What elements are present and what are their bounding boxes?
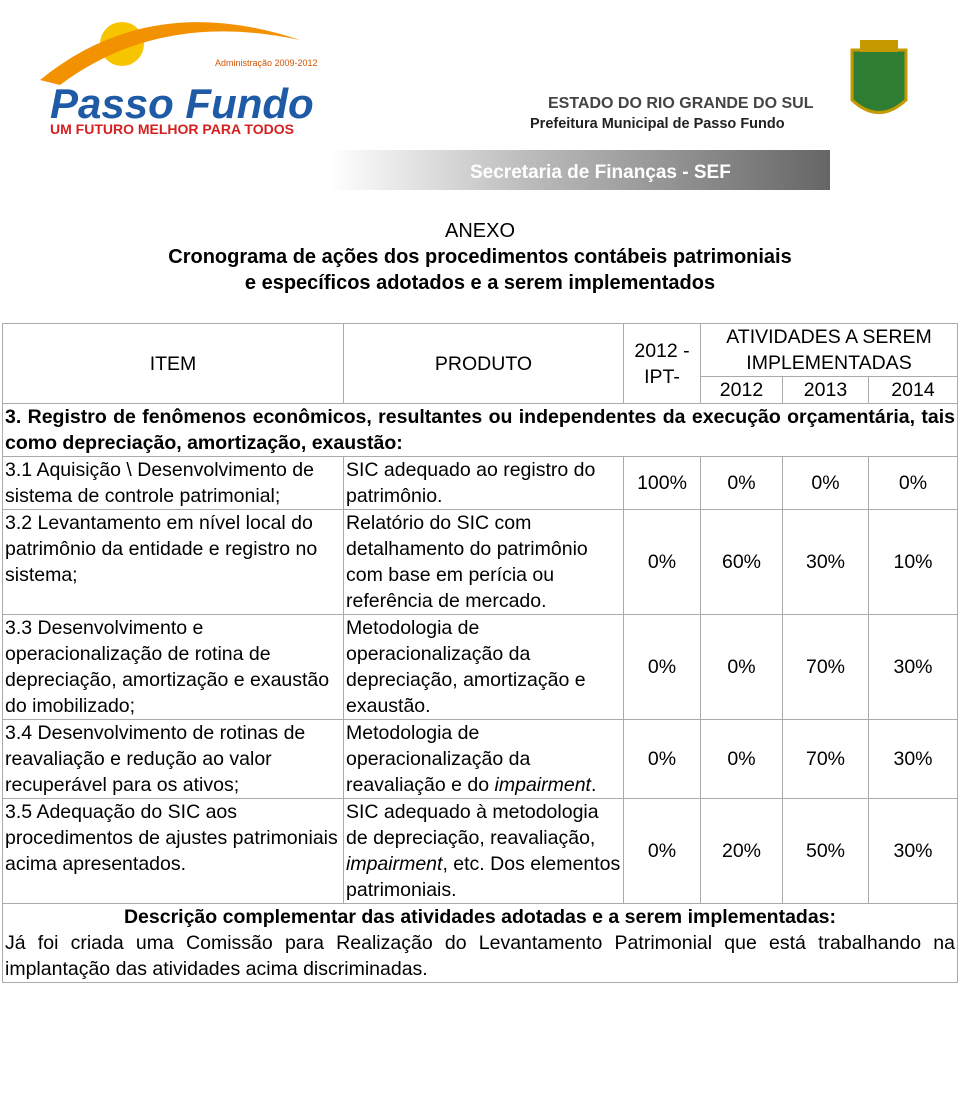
year-cell: 2013 [782, 376, 869, 404]
data-row: 3.1 Aquisição \ Desenvolvimento de siste… [2, 456, 958, 510]
data-row: 3.3 Desenvolvimento e operacionalização … [2, 614, 958, 720]
state: ESTADO DO RIO GRANDE DO SUL [548, 95, 814, 112]
value-cell: 0% [623, 798, 701, 904]
value-cell: 0% [700, 614, 783, 720]
value-cell: 0% [623, 509, 701, 615]
value-cell: 100% [623, 456, 701, 510]
description-cell: Descrição complementar das atividades ad… [2, 903, 958, 983]
value-cell: 50% [782, 798, 869, 904]
product-cell: Relatório do SIC com detalhamento do pat… [343, 509, 624, 615]
logo-name: Passo Fundo [50, 80, 314, 127]
product-text: impairment [494, 774, 591, 796]
item-cell: 3.4 Desenvolvimento de rotinas de reaval… [2, 719, 344, 799]
value-cell: 0% [700, 456, 783, 510]
header-cell: PRODUTO [343, 323, 624, 404]
logo-admin: Administração 2009-2012 [215, 58, 318, 68]
title-line: Cronograma de ações dos procedimentos co… [168, 246, 792, 268]
item-cell: 3.3 Desenvolvimento e operacionalização … [2, 614, 344, 720]
product-cell: Metodologia de operacionalização da depr… [343, 614, 624, 720]
value-cell: 70% [782, 614, 869, 720]
header-cell: 2012 -IPT- [623, 323, 701, 404]
title-line: e específicos adotados e a serem impleme… [244, 272, 716, 294]
value-cell: 0% [623, 719, 701, 799]
value-cell: 30% [868, 798, 958, 904]
schedule-table: ITEM PRODUTO 2012 -IPT- ATIVIDADES A SER… [2, 323, 958, 983]
title: ANEXO Cronograma de ações dos procedimen… [0, 218, 960, 296]
value-cell: 20% [700, 798, 783, 904]
value-cell: 10% [868, 509, 958, 615]
section-row: 3. Registro de fenômenos econômicos, res… [2, 403, 958, 457]
header-row: ITEM PRODUTO 2012 -IPT- ATIVIDADES A SER… [2, 323, 958, 404]
crown [860, 40, 898, 52]
value-cell: 70% [782, 719, 869, 799]
logo-slogan: UM FUTURO MELHOR PARA TODOS [50, 121, 294, 137]
product-text: . [590, 774, 597, 796]
product-cell: SIC adequado ao registro do patrimônio. [343, 456, 624, 510]
secretaria: Secretaria de Finanças - SEF [470, 162, 731, 183]
banner [330, 150, 830, 190]
data-row: 3.5 Adequação do SIC aos procedimentos d… [2, 798, 958, 904]
value-cell: 0% [623, 614, 701, 720]
product-cell: SIC adequado à metodologia de depreciaçã… [343, 798, 624, 904]
description-row: Descrição complementar das atividades ad… [2, 903, 958, 983]
product-text: Metodologia de operacionalização da reav… [346, 722, 531, 796]
data-row: 3.2 Levantamento em nível local do patri… [2, 509, 958, 615]
value-cell: 30% [782, 509, 869, 615]
section-cell: 3. Registro de fenômenos econômicos, res… [2, 403, 958, 457]
letterhead: Administração 2009-2012 Passo Fundo UM F… [40, 22, 908, 190]
year-cell: 2012 [700, 376, 783, 404]
product-cell: Metodologia de operacionalização da reav… [343, 719, 624, 799]
description-text: Já foi criada uma Comissão para Realizaç… [5, 932, 955, 980]
table-body: ITEM PRODUTO 2012 -IPT- ATIVIDADES A SER… [2, 323, 958, 983]
coat-of-arms [850, 48, 908, 114]
data-row: 3.4 Desenvolvimento de rotinas de reaval… [2, 719, 958, 799]
value-cell: 30% [868, 719, 958, 799]
item-cell: 3.2 Levantamento em nível local do patri… [2, 509, 344, 615]
product-text: impairment [346, 853, 443, 875]
swoosh [40, 22, 300, 85]
value-cell: 0% [700, 719, 783, 799]
header-cell: ITEM [2, 323, 344, 404]
value-cell: 30% [868, 614, 958, 720]
product-text: SIC adequado à metodologia de depreciaçã… [346, 801, 599, 849]
item-cell: 3.5 Adequação do SIC aos procedimentos d… [2, 798, 344, 904]
item-cell: 3.1 Aquisição \ Desenvolvimento de siste… [2, 456, 344, 510]
product-text: , etc. Dos elementos patrimoniais. [346, 853, 621, 901]
value-cell: 0% [868, 456, 958, 510]
product-text: SIC adequado ao registro do patrimônio. [346, 459, 596, 507]
title-line: ANEXO [444, 220, 516, 242]
year-cell: 2014 [868, 376, 958, 404]
header-cell: ATIVIDADES A SEREM IMPLEMENTADAS [700, 323, 958, 377]
description-title: Descrição complementar das atividades ad… [123, 906, 837, 928]
prefeitura: Prefeitura Municipal de Passo Fundo [530, 116, 785, 132]
product-text: Metodologia de operacionalização da depr… [346, 617, 586, 717]
value-cell: 0% [782, 456, 869, 510]
product-text: Relatório do SIC com detalhamento do pat… [346, 512, 588, 612]
value-cell: 60% [700, 509, 783, 615]
